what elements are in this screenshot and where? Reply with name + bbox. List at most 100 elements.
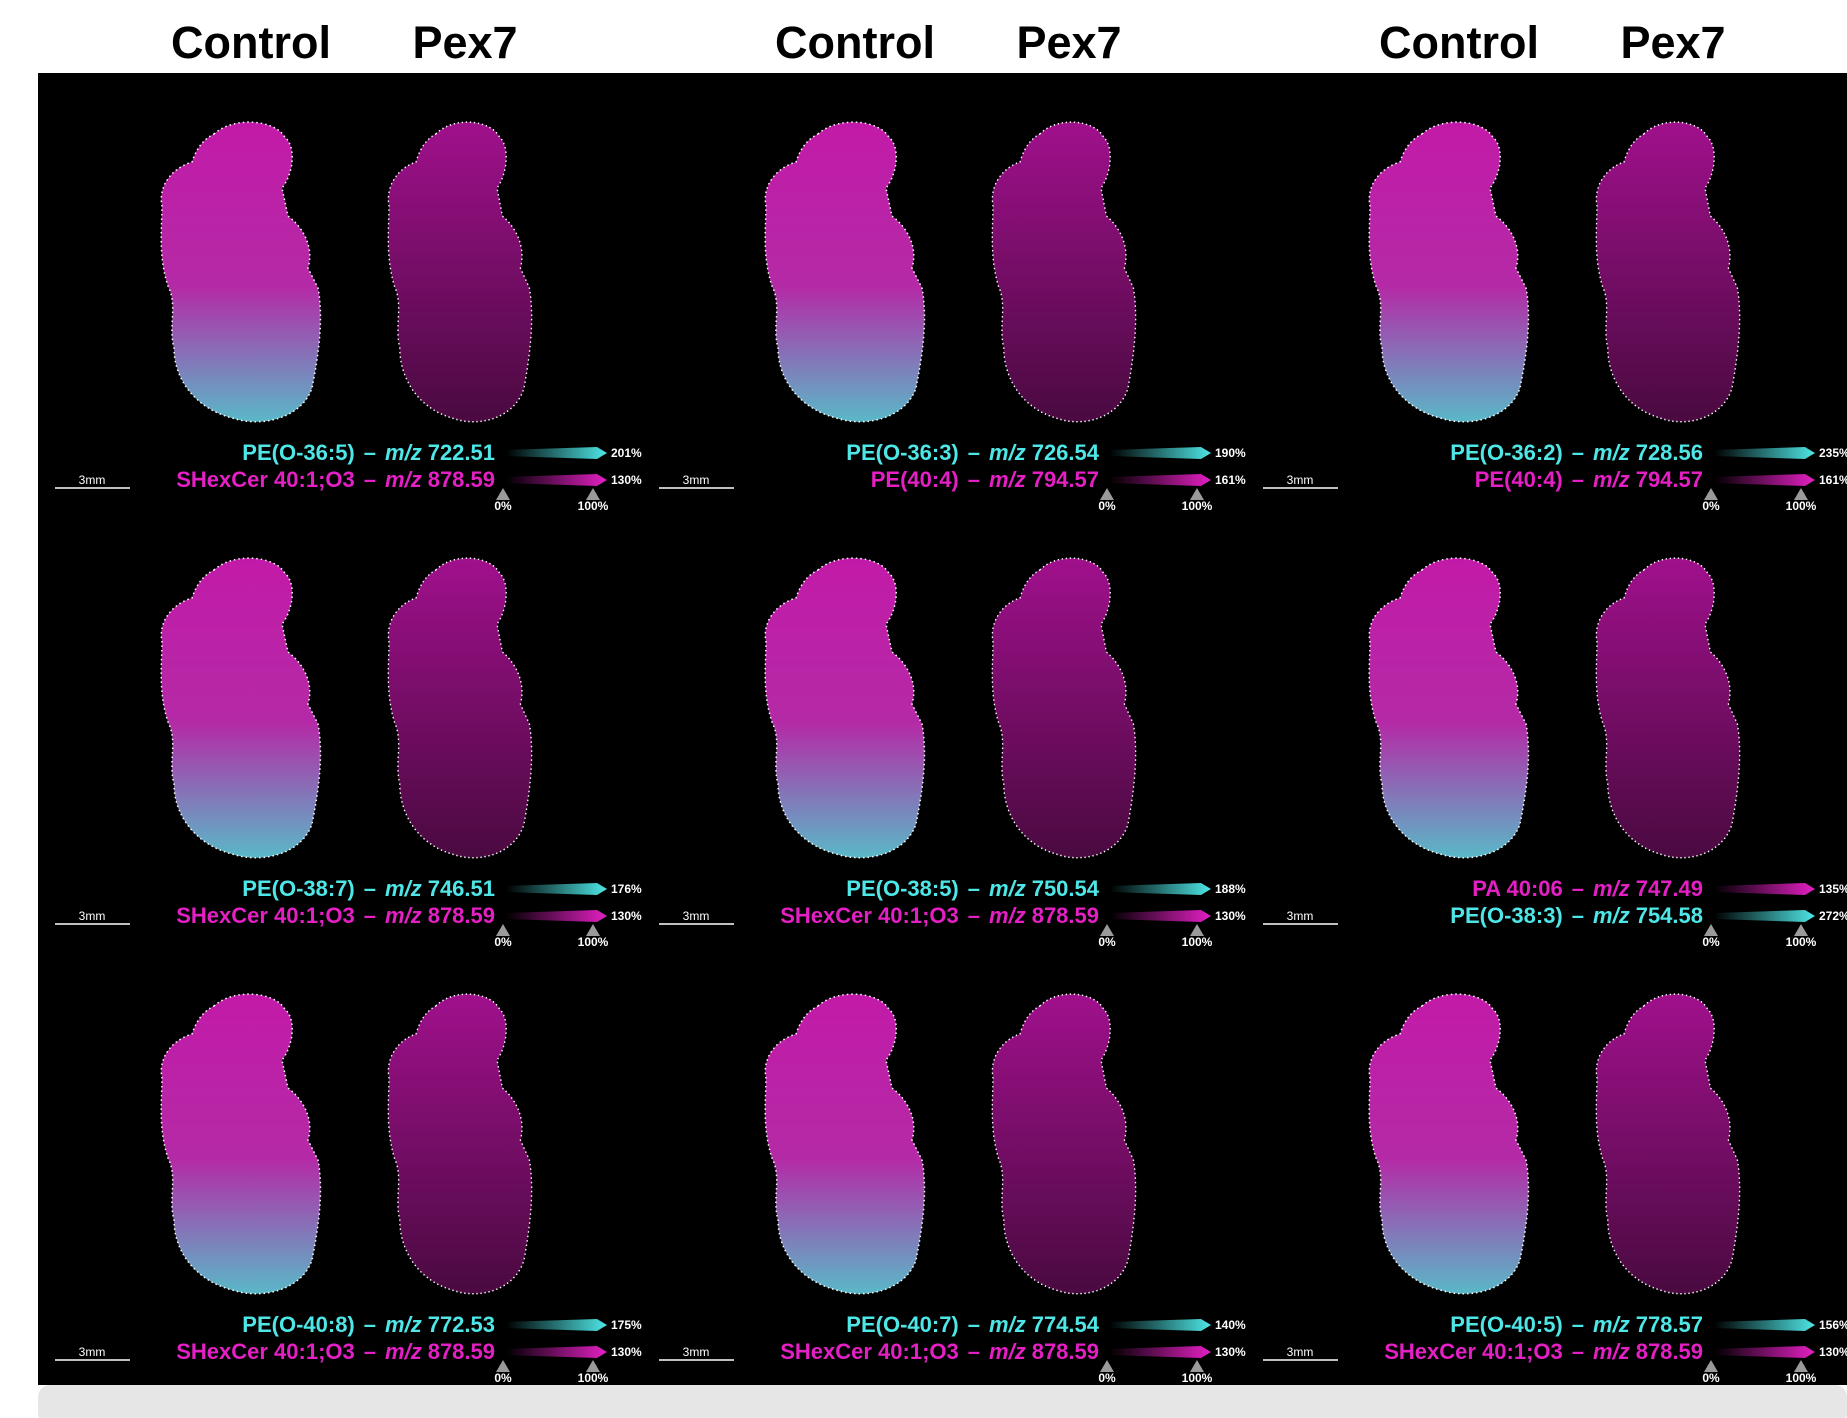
separator: – bbox=[364, 903, 376, 928]
lipid-name: SHexCer 40:1;O3 bbox=[780, 903, 959, 928]
separator: – bbox=[1572, 903, 1584, 928]
lipid-name: PE(O-38:7) bbox=[242, 876, 354, 901]
mz-value: 878.59 bbox=[428, 467, 495, 492]
threshold-label: 0% bbox=[494, 499, 512, 513]
colorbar-max: 176% bbox=[611, 882, 642, 896]
separator: – bbox=[1572, 440, 1584, 465]
threshold-label: 100% bbox=[578, 935, 609, 949]
page: ControlPex7ControlPex7ControlPex73mmPE(O… bbox=[0, 0, 1847, 1418]
mz-value: 728.56 bbox=[1636, 440, 1703, 465]
mz-value: 772.53 bbox=[428, 1312, 495, 1337]
colorbar-max: 175% bbox=[611, 1318, 642, 1332]
mz-unit: m/z bbox=[1593, 467, 1630, 492]
threshold-label: 100% bbox=[578, 1371, 609, 1385]
threshold-label: 100% bbox=[1182, 935, 1213, 949]
mz-unit: m/z bbox=[1593, 903, 1630, 928]
mz-value: 774.54 bbox=[1032, 1312, 1100, 1337]
column-header: Pex7 bbox=[412, 17, 517, 68]
lipid-name: SHexCer 40:1;O3 bbox=[1384, 1339, 1563, 1364]
separator: – bbox=[364, 467, 376, 492]
mz-value: 878.59 bbox=[1032, 903, 1099, 928]
separator: – bbox=[1572, 467, 1584, 492]
colorbar-max: 188% bbox=[1215, 882, 1246, 896]
mz-value: 878.59 bbox=[1636, 1339, 1703, 1364]
lipid-name: PE(O-36:5) bbox=[242, 440, 354, 465]
mz-value: 778.57 bbox=[1636, 1312, 1703, 1337]
lipid-name: SHexCer 40:1;O3 bbox=[176, 467, 355, 492]
colorbar-max: 272% bbox=[1819, 909, 1847, 923]
colorbar-max: 130% bbox=[1819, 1345, 1847, 1359]
ion-label: PE(O-36:5)–m/z722.51 bbox=[242, 440, 495, 465]
scale-label: 3mm bbox=[1287, 909, 1314, 923]
colorbar-max: 130% bbox=[611, 909, 642, 923]
colorbar-max: 201% bbox=[611, 446, 642, 460]
scale-label: 3mm bbox=[683, 473, 710, 487]
colorbar-max: 156% bbox=[1819, 1318, 1847, 1332]
lipid-name: SHexCer 40:1;O3 bbox=[176, 1339, 355, 1364]
mz-unit: m/z bbox=[385, 1339, 422, 1364]
threshold-label: 100% bbox=[1182, 1371, 1213, 1385]
mz-unit: m/z bbox=[989, 903, 1026, 928]
ion-label: SHexCer 40:1;O3–m/z878.59 bbox=[1384, 1339, 1703, 1364]
lipid-name: PE(O-40:5) bbox=[1450, 1312, 1562, 1337]
mz-unit: m/z bbox=[385, 467, 422, 492]
separator: – bbox=[1572, 1339, 1584, 1364]
separator: – bbox=[968, 876, 980, 901]
lipid-name: PE(O-40:8) bbox=[242, 1312, 354, 1337]
colorbar-max: 135% bbox=[1819, 882, 1847, 896]
scale-label: 3mm bbox=[1287, 1345, 1314, 1359]
lipid-name: PE(O-40:7) bbox=[846, 1312, 958, 1337]
colorbar-max: 130% bbox=[611, 473, 642, 487]
mz-value: 878.59 bbox=[428, 1339, 495, 1364]
lipid-name: SHexCer 40:1;O3 bbox=[176, 903, 355, 928]
column-header: Pex7 bbox=[1620, 17, 1725, 68]
mz-value: 750.54 bbox=[1032, 876, 1100, 901]
colorbar-max: 140% bbox=[1215, 1318, 1246, 1332]
ion-label: PE(O-38:7)–m/z746.51 bbox=[242, 876, 495, 901]
separator: – bbox=[968, 903, 980, 928]
mz-unit: m/z bbox=[1593, 876, 1630, 901]
mz-value: 794.57 bbox=[1032, 467, 1099, 492]
lipid-name: PE(O-36:2) bbox=[1450, 440, 1562, 465]
mz-unit: m/z bbox=[1593, 440, 1630, 465]
separator: – bbox=[1572, 876, 1584, 901]
mz-unit: m/z bbox=[385, 876, 422, 901]
ion-label: PE(O-36:2)–m/z728.56 bbox=[1450, 440, 1703, 465]
footer-strip bbox=[38, 1385, 1847, 1418]
lipid-name: PE(40:4) bbox=[1475, 467, 1563, 492]
threshold-label: 0% bbox=[1702, 499, 1720, 513]
scale-label: 3mm bbox=[683, 909, 710, 923]
column-header: Control bbox=[775, 17, 935, 68]
ion-label: PE(O-40:8)–m/z772.53 bbox=[242, 1312, 495, 1337]
colorbar-max: 130% bbox=[1215, 1345, 1246, 1359]
separator: – bbox=[1572, 1312, 1584, 1337]
ion-label: SHexCer 40:1;O3–m/z878.59 bbox=[176, 1339, 495, 1364]
lipid-name: PA 40:06 bbox=[1472, 876, 1563, 901]
separator: – bbox=[968, 1339, 980, 1364]
mz-unit: m/z bbox=[1593, 1312, 1630, 1337]
scale-label: 3mm bbox=[683, 1345, 710, 1359]
colorbar-max: 161% bbox=[1215, 473, 1246, 487]
ion-label: SHexCer 40:1;O3–m/z878.59 bbox=[780, 903, 1099, 928]
colorbar-max: 235% bbox=[1819, 446, 1847, 460]
mz-unit: m/z bbox=[385, 440, 422, 465]
colorbar-max: 130% bbox=[1215, 909, 1246, 923]
mz-unit: m/z bbox=[989, 1312, 1026, 1337]
lipid-name: PE(O-38:5) bbox=[846, 876, 958, 901]
mz-unit: m/z bbox=[989, 876, 1026, 901]
mz-unit: m/z bbox=[385, 1312, 422, 1337]
threshold-label: 0% bbox=[1702, 1371, 1720, 1385]
threshold-label: 0% bbox=[1098, 499, 1116, 513]
threshold-label: 100% bbox=[1182, 499, 1213, 513]
separator: – bbox=[364, 440, 376, 465]
mz-value: 754.58 bbox=[1636, 903, 1703, 928]
threshold-label: 0% bbox=[1098, 1371, 1116, 1385]
mz-value: 878.59 bbox=[1032, 1339, 1099, 1364]
mz-unit: m/z bbox=[385, 903, 422, 928]
separator: – bbox=[364, 1339, 376, 1364]
